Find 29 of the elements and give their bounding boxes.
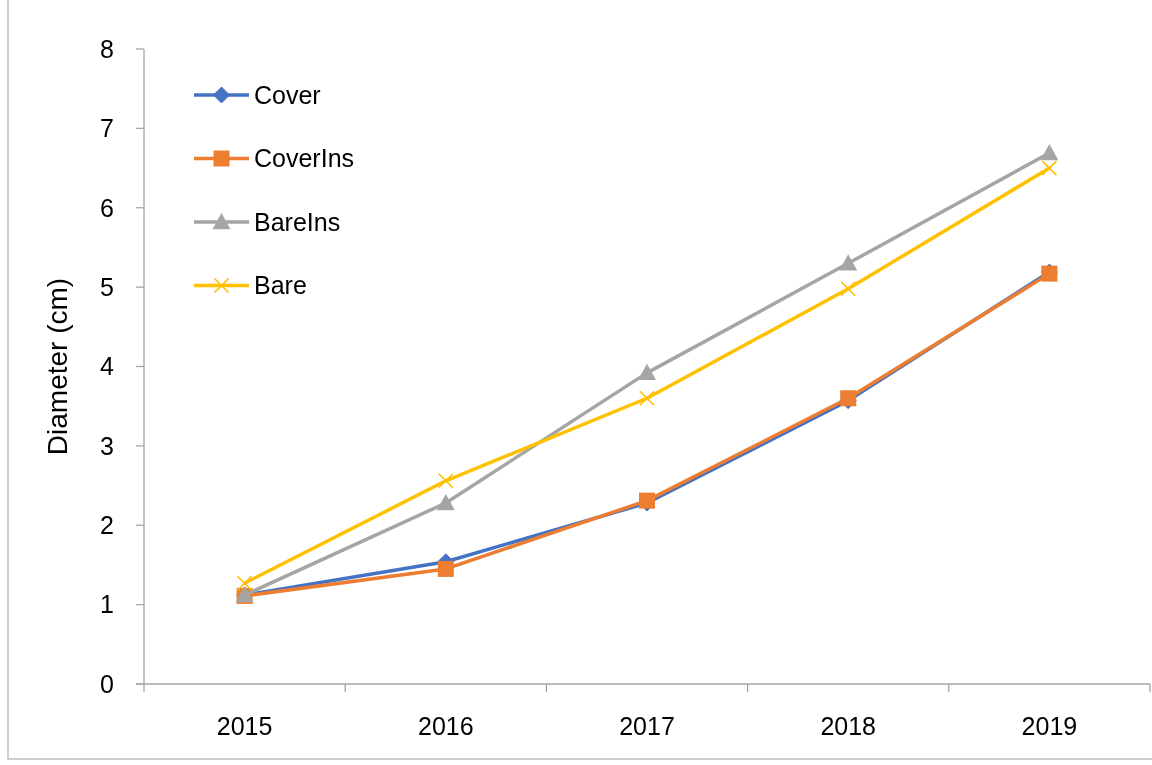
y-tick-label: 0 xyxy=(100,669,114,698)
legend-label: CoverIns xyxy=(254,144,355,173)
y-axis-title: Diameter (cm) xyxy=(41,277,73,456)
y-tick-label: 8 xyxy=(100,34,114,63)
x-tick-label: 2019 xyxy=(1021,711,1078,740)
y-tick-label: 1 xyxy=(100,590,114,619)
point xyxy=(638,363,656,381)
legend-label: BareIns xyxy=(254,207,341,236)
point xyxy=(839,254,858,271)
point xyxy=(1041,160,1058,176)
point xyxy=(840,280,856,297)
point xyxy=(438,473,454,489)
y-tick-label: 5 xyxy=(100,272,114,301)
x-tick-label: 2018 xyxy=(820,711,877,740)
point xyxy=(436,494,455,511)
legend-label: Bare xyxy=(254,271,307,300)
y-tick-label: 2 xyxy=(100,511,114,539)
point xyxy=(639,390,655,407)
y-tick-label: 4 xyxy=(100,352,115,381)
y-tick-label: 6 xyxy=(100,193,114,222)
point xyxy=(437,560,454,577)
point xyxy=(1040,143,1059,161)
x-tick-label: 2016 xyxy=(417,711,474,740)
x-tick-label: 2017 xyxy=(619,711,675,740)
point xyxy=(236,575,253,591)
legend-label: Cover xyxy=(254,80,321,109)
y-tick-label: 7 xyxy=(100,114,114,143)
y-tick-label: 3 xyxy=(100,431,114,460)
x-tick-label: 2015 xyxy=(216,711,273,740)
